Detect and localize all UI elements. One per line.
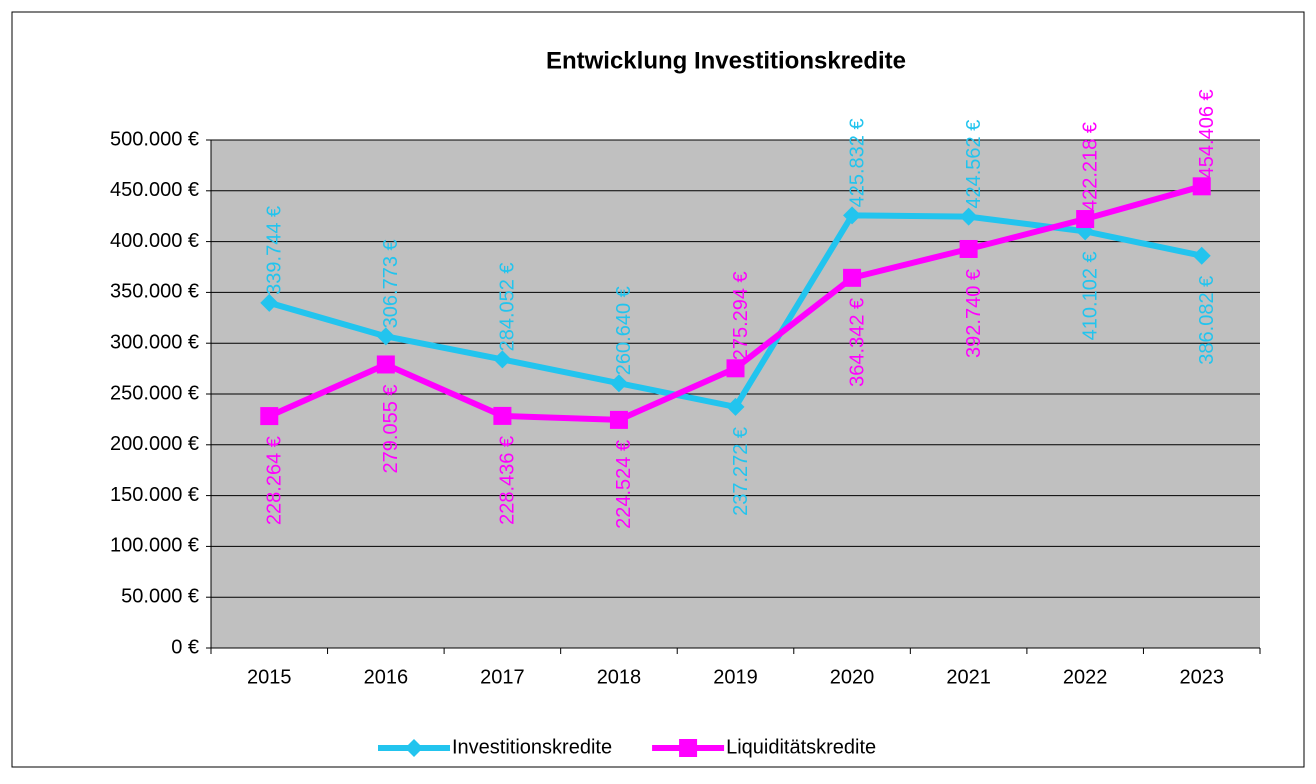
y-tick-label: 50.000 € [121, 585, 199, 607]
marker [959, 207, 978, 226]
data-label: 228.264 € [264, 436, 286, 525]
y-tick-label: 0 € [171, 636, 199, 658]
x-tick-label: 2016 [364, 666, 409, 688]
data-label: 275.294 € [730, 271, 752, 360]
y-tick-label: 350.000 € [110, 281, 199, 303]
x-tick-label: 2015 [247, 666, 292, 688]
marker [843, 268, 862, 287]
marker [843, 206, 862, 225]
data-label: 237.272 € [730, 427, 752, 516]
legend-marker [405, 739, 423, 757]
data-label: 260.640 € [613, 286, 635, 375]
data-label: 392.740 € [963, 269, 985, 358]
data-label: 454.406 € [1196, 89, 1218, 178]
data-label: 386.082 € [1196, 276, 1218, 365]
marker [726, 359, 745, 378]
marker [609, 374, 628, 393]
marker [493, 406, 512, 425]
marker [493, 350, 512, 369]
marker [376, 327, 395, 346]
marker [609, 410, 628, 429]
y-tick-label: 300.000 € [110, 331, 199, 353]
marker [726, 397, 745, 416]
data-label: 228.436 € [497, 436, 519, 525]
marker [959, 239, 978, 258]
marker [1192, 177, 1211, 196]
legend-label: Investitionskredite [452, 736, 612, 758]
marker [260, 407, 279, 426]
legend-marker [679, 739, 698, 757]
marker [1192, 246, 1211, 265]
x-tick-label: 2020 [830, 666, 875, 688]
marker [260, 293, 279, 312]
data-label: 279.055 € [380, 384, 402, 473]
marker [376, 355, 395, 374]
y-tick-label: 450.000 € [110, 179, 199, 201]
y-tick-label: 500.000 € [110, 128, 199, 150]
marker [1076, 210, 1095, 229]
data-label: 424.562 € [963, 120, 985, 209]
x-tick-label: 2017 [480, 666, 525, 688]
data-label: 224.524 € [613, 440, 635, 529]
x-tick-label: 2019 [713, 666, 758, 688]
x-tick-label: 2022 [1063, 666, 1108, 688]
data-label: 425.832 € [846, 118, 868, 207]
data-label: 306.773 € [380, 239, 402, 328]
y-tick-label: 100.000 € [110, 535, 199, 557]
x-tick-label: 2018 [597, 666, 642, 688]
data-label: 410.102 € [1079, 251, 1101, 340]
y-tick-label: 250.000 € [110, 382, 199, 404]
data-label: 422.218 € [1079, 122, 1101, 211]
y-tick-label: 150.000 € [110, 484, 199, 506]
x-tick-label: 2023 [1179, 666, 1224, 688]
chart-title: Entwicklung Investitionskredite [546, 47, 906, 74]
y-tick-label: 400.000 € [110, 230, 199, 252]
data-label: 364.342 € [846, 298, 868, 387]
legend-label: Liquiditätskredite [726, 736, 876, 758]
data-label: 284.052 € [497, 262, 519, 351]
x-tick-label: 2021 [946, 666, 991, 688]
y-tick-label: 200.000 € [110, 433, 199, 455]
data-label: 339.744 € [264, 206, 286, 295]
